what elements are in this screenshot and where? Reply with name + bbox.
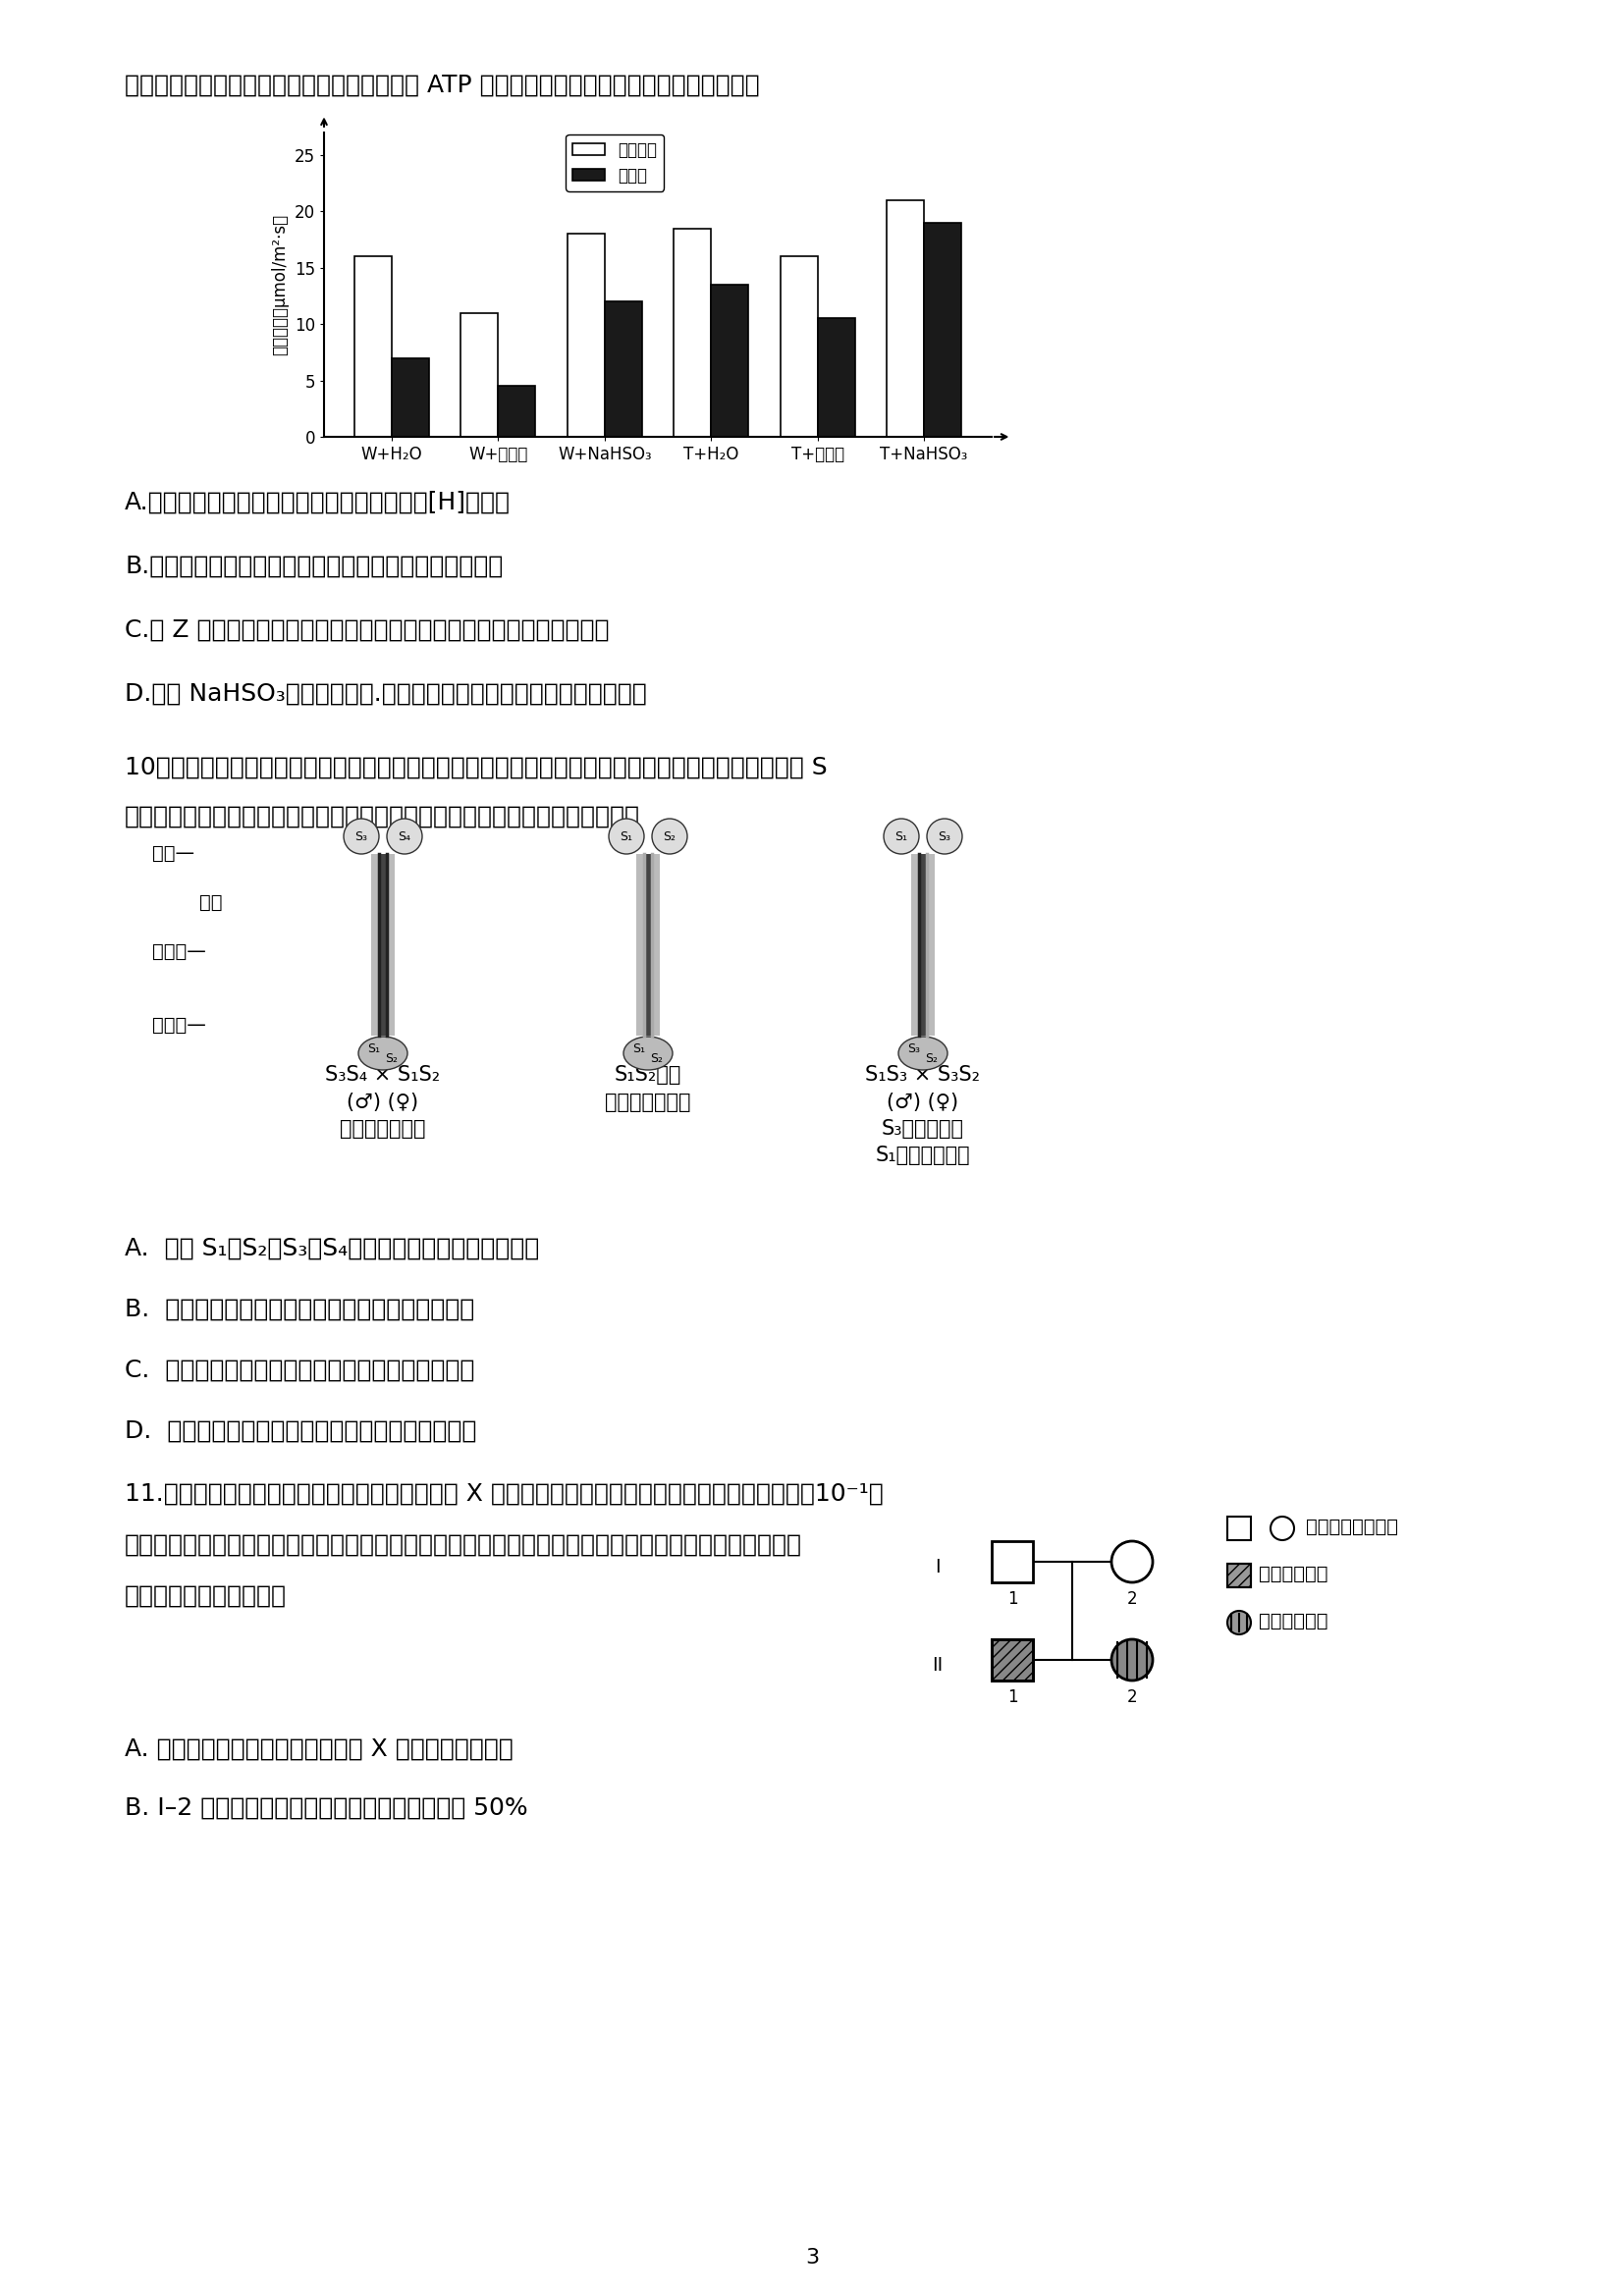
Text: S₁S₂自交: S₁S₂自交	[614, 1065, 682, 1084]
Bar	[992, 1639, 1033, 1681]
Bar	[1228, 1564, 1250, 1587]
Circle shape	[1111, 1639, 1153, 1681]
Bar	[992, 1639, 1033, 1681]
Text: 10、自然界中雌雄同株植物大多可自交产生后代。烟草是雌雄同株植物，但无法自交产生后代，这是由 S: 10、自然界中雌雄同株植物大多可自交产生后代。烟草是雌雄同株植物，但无法自交产生…	[125, 755, 827, 778]
Text: S₁花粉管不伸长: S₁花粉管不伸长	[875, 1146, 971, 1164]
Ellipse shape	[624, 1035, 672, 1070]
Text: 花粉管都能伸长: 花粉管都能伸长	[339, 1118, 425, 1139]
Circle shape	[344, 820, 378, 854]
Circle shape	[651, 820, 687, 854]
Text: C.  可推测，具有该遗传现象的植株可能没有纯合子: C. 可推测，具有该遗传现象的植株可能没有纯合子	[125, 1359, 474, 1382]
Text: B.寡齙素在光合作用过程中的作用部位是叶绻体中的基质: B.寡齙素在光合作用过程中的作用部位是叶绻体中的基质	[125, 556, 503, 579]
Legend: 未抑迍组, 抑迍组: 未抑迍组, 抑迍组	[565, 135, 664, 191]
Text: 花粉管都不伸长: 花粉管都不伸长	[606, 1093, 690, 1111]
Bar	[637, 854, 659, 1035]
Text: S₃: S₃	[908, 1042, 921, 1054]
Text: S₄: S₄	[398, 829, 411, 843]
Text: 列分析错误的是（　　）: 列分析错误的是（ ）	[125, 1584, 287, 1607]
Bar	[780, 257, 817, 436]
Text: S₁: S₁	[633, 1042, 646, 1054]
Bar	[918, 854, 927, 1035]
Ellipse shape	[898, 1035, 947, 1070]
Text: S₁: S₁	[367, 1042, 380, 1054]
Bar	[378, 854, 388, 1035]
Text: S₃花粉管伸长: S₃花粉管伸长	[882, 1118, 965, 1139]
Text: B.  不同基因型的植株进行正反交，结果不一定相同: B. 不同基因型的植株进行正反交，结果不一定相同	[125, 1297, 474, 1320]
Bar	[354, 257, 391, 436]
Bar	[391, 358, 429, 436]
Text: B. I–2 产生只含一种致病基因的卻细胞的概率为 50%: B. I–2 产生只含一种致病基因的卻细胞的概率为 50%	[125, 1795, 528, 1821]
Bar	[643, 854, 653, 1035]
Text: 表型均正常的男性和女性婚配，生育了一个患甲病的男孩和一个患乙病的女孩，如图所示。据图分析，下: 表型均正常的男性和女性婚配，生育了一个患甲病的男孩和一个患乙病的女孩，如图所示。…	[125, 1534, 802, 1557]
Bar	[887, 200, 924, 436]
Text: 表型正常的男、女: 表型正常的男、女	[1306, 1518, 1398, 1536]
Text: S₂: S₂	[385, 1052, 398, 1065]
Text: S₁: S₁	[895, 829, 908, 843]
Text: A.  基因 S₁、S₂、S₃、S₄互为等位基因，控制同一性状: A. 基因 S₁、S₂、S₃、S₄互为等位基因，控制同一性状	[125, 1238, 539, 1261]
Text: 11.甲病和乙病都是单基因遗传病，其中一种病受 X 染色体上的基因控制。已知人群中患乙病的概率为10⁻¹。: 11.甲病和乙病都是单基因遗传病，其中一种病受 X 染色体上的基因控制。已知人群…	[125, 1483, 883, 1506]
Text: (♂) (♀): (♂) (♀)	[887, 1093, 958, 1111]
Text: 基因控制的遗传机制所决定的，其规律如图所示。下列叙述不正确的是（　　）: 基因控制的遗传机制所决定的，其规律如图所示。下列叙述不正确的是（ ）	[125, 806, 640, 829]
Text: 1: 1	[1007, 1688, 1018, 1706]
Text: 女性乙病患者: 女性乙病患者	[1259, 1612, 1328, 1630]
Circle shape	[1270, 1518, 1294, 1541]
Bar	[1228, 1564, 1250, 1587]
Text: II: II	[932, 1655, 944, 1674]
Bar	[461, 312, 499, 436]
Text: S₂: S₂	[651, 1052, 663, 1065]
Bar	[911, 854, 935, 1035]
Text: D.  该遗传现象利于异花传粉，从而提高物种多样性: D. 该遗传现象利于异花传粉，从而提高物种多样性	[125, 1419, 476, 1442]
Text: 男性甲病患者: 男性甲病患者	[1259, 1564, 1328, 1582]
Text: 1: 1	[1007, 1591, 1018, 1607]
Bar	[674, 227, 711, 436]
Text: I: I	[935, 1557, 940, 1577]
Text: S₁S₃ × S₃S₂: S₁S₃ × S₃S₂	[866, 1065, 981, 1084]
Text: 花粉—: 花粉—	[153, 845, 195, 863]
Text: 3: 3	[806, 2248, 818, 2268]
Circle shape	[1111, 1541, 1153, 1582]
Circle shape	[883, 820, 919, 854]
Text: 花粉管—: 花粉管—	[153, 941, 206, 962]
Bar	[372, 854, 395, 1035]
Text: 雌蕊: 雌蕊	[200, 893, 222, 912]
Circle shape	[927, 820, 963, 854]
Text: 2: 2	[1127, 1688, 1137, 1706]
Circle shape	[609, 820, 645, 854]
Text: 所示。已知寡齙素抑制光合作用和细胞呼吸中 ATP 合成酶的活性。下列叙述正确的是（　　）: 所示。已知寡齙素抑制光合作用和细胞呼吸中 ATP 合成酶的活性。下列叙述正确的是…	[125, 73, 760, 96]
Bar	[604, 301, 641, 436]
Bar	[711, 285, 749, 436]
Bar	[924, 223, 961, 436]
Text: D.喷施 NaHSO₃促进光合作用.　且减缓干早胁迫引起的光合速率的下降: D.喷施 NaHSO₃促进光合作用. 且减缓干早胁迫引起的光合速率的下降	[125, 682, 646, 705]
Text: S₃: S₃	[939, 829, 952, 843]
Bar	[817, 319, 854, 436]
Y-axis label: 光合速率（μmol/m²·s）: 光合速率（μmol/m²·s）	[271, 214, 289, 356]
Bar	[499, 386, 536, 436]
Circle shape	[1228, 1612, 1250, 1635]
Text: 卻细胞—: 卻细胞—	[153, 1015, 206, 1035]
Bar	[1228, 1518, 1250, 1541]
Text: S₃: S₃	[356, 829, 367, 843]
Bar	[992, 1541, 1033, 1582]
Text: S₃S₄ × S₁S₂: S₃S₄ × S₁S₂	[325, 1065, 440, 1084]
Text: 2: 2	[1127, 1591, 1137, 1607]
Text: S₁: S₁	[620, 829, 633, 843]
Text: S₂: S₂	[926, 1052, 939, 1065]
Text: A. 甲病和乙病的致病基因分别位于 X 染色体和常染色体: A. 甲病和乙病的致病基因分别位于 X 染色体和常染色体	[125, 1738, 513, 1761]
Circle shape	[387, 820, 422, 854]
Bar	[567, 234, 604, 436]
Text: S₂: S₂	[663, 829, 676, 843]
Text: C.转 Z 基因提高光合作用的效率，且增加寡齙素对光合速率的抑制作用: C.转 Z 基因提高光合作用的效率，且增加寡齙素对光合速率的抑制作用	[125, 618, 609, 643]
Text: (♂) (♀): (♂) (♀)	[348, 1093, 419, 1111]
Ellipse shape	[359, 1035, 408, 1070]
Text: A.寡齙素在细胞呼吸过程中抑制线粒体外膜上[H]的传递: A.寡齙素在细胞呼吸过程中抑制线粒体外膜上[H]的传递	[125, 491, 510, 514]
